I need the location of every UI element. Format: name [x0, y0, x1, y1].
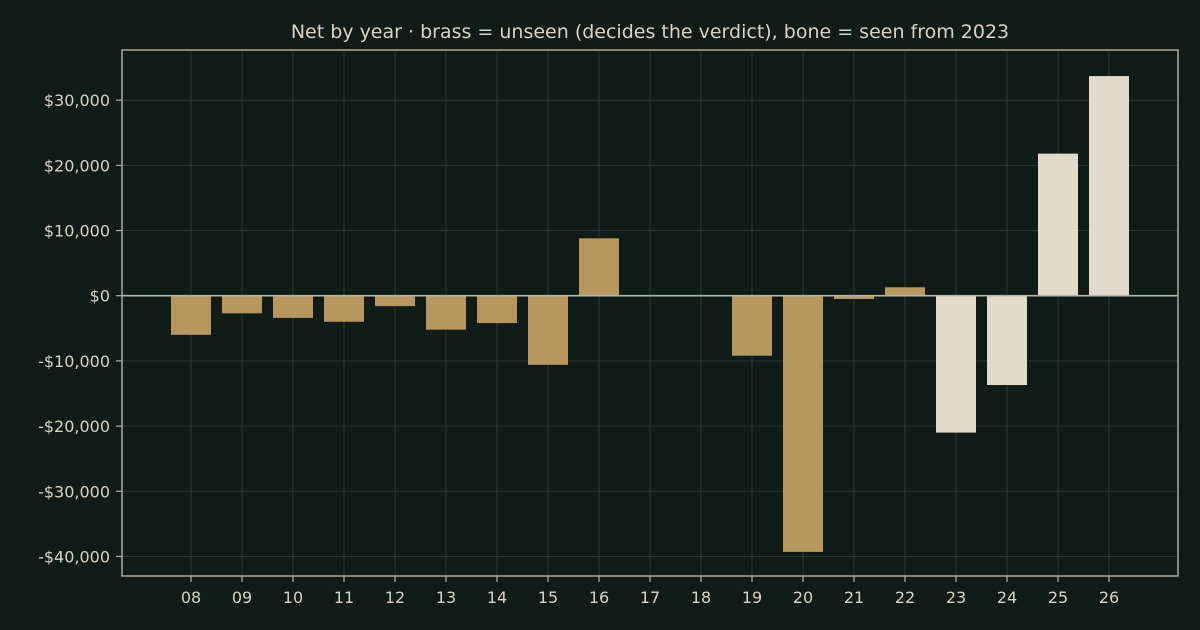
bar-22: [885, 287, 925, 296]
x-tick-label: 09: [232, 588, 252, 607]
bar-10: [273, 295, 313, 318]
x-tick-label: 16: [589, 588, 609, 607]
x-tick-label: 14: [487, 588, 507, 607]
y-tick-label: -$40,000: [38, 547, 110, 566]
bar-19: [732, 295, 772, 356]
bars: [171, 76, 1129, 552]
x-tick-label: 13: [436, 588, 456, 607]
y-tick-label: $20,000: [44, 156, 110, 175]
x-tick-label: 26: [1099, 588, 1119, 607]
bar-23: [936, 295, 976, 433]
bar-26: [1089, 76, 1129, 296]
x-tick-label: 17: [640, 588, 660, 607]
x-tick-label: 10: [283, 588, 303, 607]
x-tick-label: 24: [997, 588, 1017, 607]
bar-11: [324, 295, 364, 322]
bar-24: [987, 295, 1027, 386]
x-tick-label: 15: [538, 588, 558, 607]
y-tick-label: -$30,000: [38, 482, 110, 501]
y-tick-label: -$10,000: [38, 352, 110, 371]
x-tick-label: 18: [691, 588, 711, 607]
chart-title: Net by year · brass = unseen (decides th…: [291, 21, 1009, 43]
x-tick-label: 23: [946, 588, 966, 607]
bar-21: [834, 295, 874, 299]
grid-lines: [122, 50, 1178, 576]
x-tick-label: 20: [793, 588, 813, 607]
bar-08: [171, 295, 211, 335]
y-tick-label: $10,000: [44, 222, 110, 241]
y-tick-label: $30,000: [44, 91, 110, 110]
x-tick-label: 08: [181, 588, 201, 607]
x-tick-label: 25: [1048, 588, 1068, 607]
x-tick-label: 21: [844, 588, 864, 607]
bar-09: [222, 295, 262, 314]
x-tick-label: 22: [895, 588, 915, 607]
x-tick-label: 19: [742, 588, 762, 607]
y-tick-label: -$20,000: [38, 417, 110, 436]
bar-20: [783, 295, 823, 552]
bar-12: [375, 295, 415, 307]
bar-13: [426, 295, 466, 330]
x-axis-ticks: 08 09 10 11 12 13 14 15 16 17 18 19 20 21 22 23 24 25 26: [181, 576, 1119, 607]
x-tick-label: 11: [334, 588, 354, 607]
y-tick-label: $0: [90, 287, 110, 306]
y-axis-ticks: $30,000 $20,000 $10,000 $0 -$10,000 -$20,000 -…: [38, 91, 122, 566]
bar-25: [1038, 153, 1078, 296]
bar-16: [579, 238, 619, 296]
x-tick-label: 12: [385, 588, 405, 607]
bar-14: [477, 295, 517, 324]
bar-15: [528, 295, 568, 365]
